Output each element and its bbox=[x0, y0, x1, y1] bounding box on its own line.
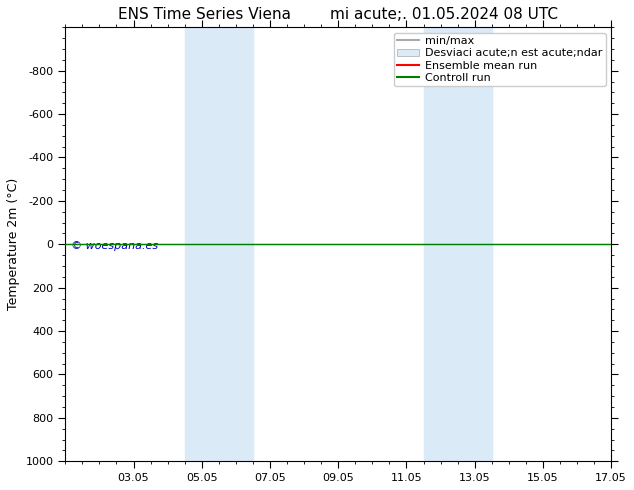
Legend: min/max, Desviaci acute;n est acute;ndar, Ensemble mean run, Controll run: min/max, Desviaci acute;n est acute;ndar… bbox=[394, 33, 605, 86]
Y-axis label: Temperature 2m (°C): Temperature 2m (°C) bbox=[7, 178, 20, 310]
Title: ENS Time Series Viena        mi acute;. 01.05.2024 08 UTC: ENS Time Series Viena mi acute;. 01.05.2… bbox=[119, 7, 559, 22]
Text: © woespana.es: © woespana.es bbox=[71, 242, 158, 251]
Bar bbox=[424, 27, 492, 461]
Bar bbox=[184, 27, 253, 461]
